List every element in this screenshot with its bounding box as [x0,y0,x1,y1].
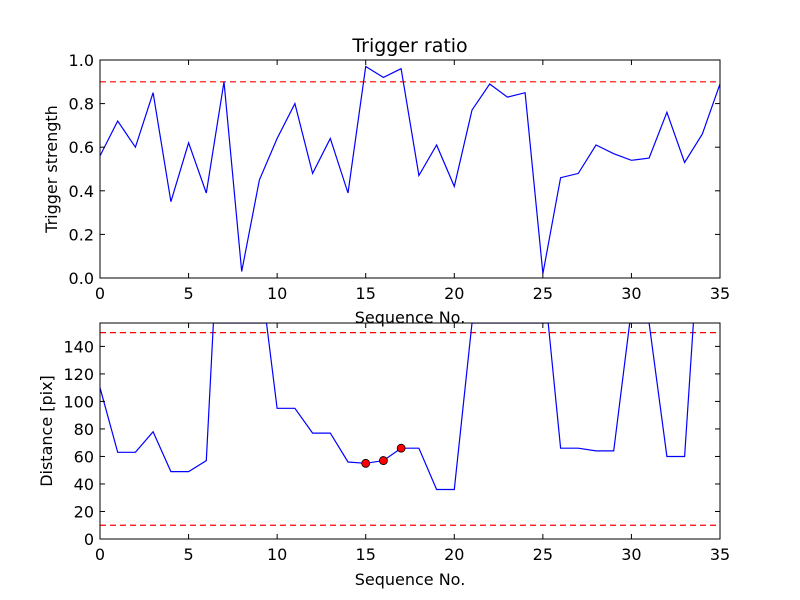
bottom-y-tick-label: 140 [63,337,94,356]
bottom-y-tick-label: 0 [84,530,94,549]
bottom-y-tick-label: 120 [63,365,94,384]
top-y-tick-label: 0.0 [69,269,94,288]
top-y-tick-label: 0.4 [69,182,94,201]
bottom-axes-frame [99,322,721,540]
top-plot-area [100,65,720,274]
top-y-tick-label: 0.6 [69,138,94,157]
top-x-tick-label: 5 [183,284,193,303]
top-x-tick-label: 30 [621,284,641,303]
bottom-x-tick-label: 0 [95,545,105,564]
bottom-x-tick-label: 10 [267,545,287,564]
bottom-x-tick-label: 15 [356,545,376,564]
top-y-tick-label: 0.2 [69,225,94,244]
trigger-ratio-subplot: Trigger ratio 0 5 10 15 20 25 30 35 0.0 0.2 0.4 0.6… [42,35,730,327]
bottom-y-tick-label: 60 [74,447,94,466]
bottom-marker-point-0 [361,458,371,468]
top-x-tick-label: 10 [267,284,287,303]
top-axis-ticks: 0 5 10 15 20 25 30 35 0.0 0.2 0.4 0.6 0.8 1.0 [69,51,731,303]
bottom-x-tick-label: 5 [183,545,193,564]
bottom-y-tick-label: 80 [74,420,94,439]
bottom-x-tick-label: 25 [533,545,553,564]
top-axes-frame [99,59,721,279]
bottom-marker-point-2 [396,443,406,453]
bottom-series-line-0 [100,323,694,491]
bottom-x-axis-label: Sequence No. [355,570,466,589]
bottom-y-axis-label: Distance [pix] [37,375,56,487]
top-x-tick-label: 20 [444,284,464,303]
bottom-y-tick-label: 100 [63,392,94,411]
bottom-axis-ticks: 0 5 10 15 20 25 30 35 0 20 40 60 80 100 120 140 [63,323,730,564]
top-y-tick-label: 0.8 [69,95,94,114]
distance-subplot: 0 5 10 15 20 25 30 35 0 20 40 60 80 100 120 140 Sequenc… [37,322,730,589]
bottom-y-tick-label: 40 [74,475,94,494]
top-series-line-0 [100,65,720,274]
top-chart-title: Trigger ratio [351,35,467,57]
bottom-x-tick-label: 35 [710,545,730,564]
bottom-x-tick-label: 20 [444,545,464,564]
top-x-tick-label: 0 [95,284,105,303]
top-x-tick-label: 15 [356,284,376,303]
top-y-tick-label: 1.0 [69,51,94,70]
bottom-y-tick-label: 20 [74,502,94,521]
bottom-marker-point-1 [379,456,388,465]
bottom-x-tick-label: 30 [621,545,641,564]
top-y-axis-label: Trigger strength [42,105,61,234]
top-x-axis-label: Sequence No. [355,308,466,327]
top-x-tick-label: 35 [710,284,730,303]
top-x-tick-label: 25 [533,284,553,303]
bottom-plot-area [100,323,720,526]
